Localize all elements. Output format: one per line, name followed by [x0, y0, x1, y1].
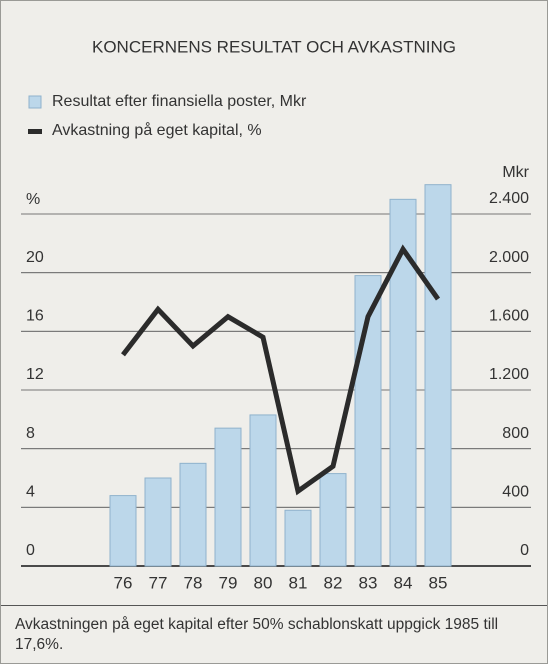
- y-tick-label: 4: [26, 484, 35, 501]
- x-tick-label: 77: [149, 573, 168, 592]
- y-axis-label: %: [26, 191, 40, 208]
- y2-tick-label: 400: [502, 484, 529, 501]
- caption: Avkastningen på eget kapital efter 50% s…: [15, 616, 499, 653]
- bar: [214, 427, 242, 567]
- y-tick-label: 16: [26, 308, 44, 325]
- bar: [284, 509, 312, 567]
- bar: [319, 473, 347, 567]
- legend-swatch: [28, 129, 42, 134]
- y2-tick-label: 2.400: [489, 190, 529, 207]
- chart: KONCERNENS RESULTAT OCH AVKASTNING % Mkr…: [21, 37, 531, 592]
- y2-tick-label: 1.200: [489, 366, 529, 383]
- x-tick-label: 85: [429, 573, 448, 592]
- bar: [354, 275, 382, 567]
- legend-label: Avkastning på eget kapital, %: [52, 121, 262, 139]
- y2-axis-label: Mkr: [502, 164, 529, 181]
- y-tick-label: 8: [26, 425, 35, 442]
- line: [121, 244, 441, 496]
- x-tick-label: 80: [254, 573, 273, 592]
- bar: [249, 414, 277, 567]
- chart-title: KONCERNENS RESULTAT OCH AVKASTNING: [92, 37, 456, 56]
- x-tick-label: 76: [114, 573, 133, 592]
- bar: [179, 462, 207, 567]
- x-tick-label: 81: [289, 573, 308, 592]
- x-tick-label: 78: [184, 573, 203, 592]
- y2-tick-label: 800: [502, 425, 529, 442]
- y2-tick-label: 0: [520, 542, 529, 559]
- x-tick-label: 79: [219, 573, 238, 592]
- bar: [109, 495, 137, 567]
- y-tick-label: 0: [26, 542, 35, 559]
- y2-tick-label: 1.600: [489, 308, 529, 325]
- legend-swatch: [28, 95, 42, 109]
- y-tick-label: 20: [26, 249, 44, 266]
- x-tick-label: 82: [324, 573, 343, 592]
- y-tick-label: 12: [26, 366, 44, 383]
- separator: [1, 605, 547, 606]
- x-tick-label: 83: [359, 573, 378, 592]
- legend-label: Resultat efter finansiella poster, Mkr: [52, 93, 307, 110]
- y2-tick-label: 2.000: [489, 249, 529, 266]
- bar: [144, 477, 172, 567]
- bar: [424, 184, 452, 567]
- x-tick-label: 84: [394, 573, 413, 592]
